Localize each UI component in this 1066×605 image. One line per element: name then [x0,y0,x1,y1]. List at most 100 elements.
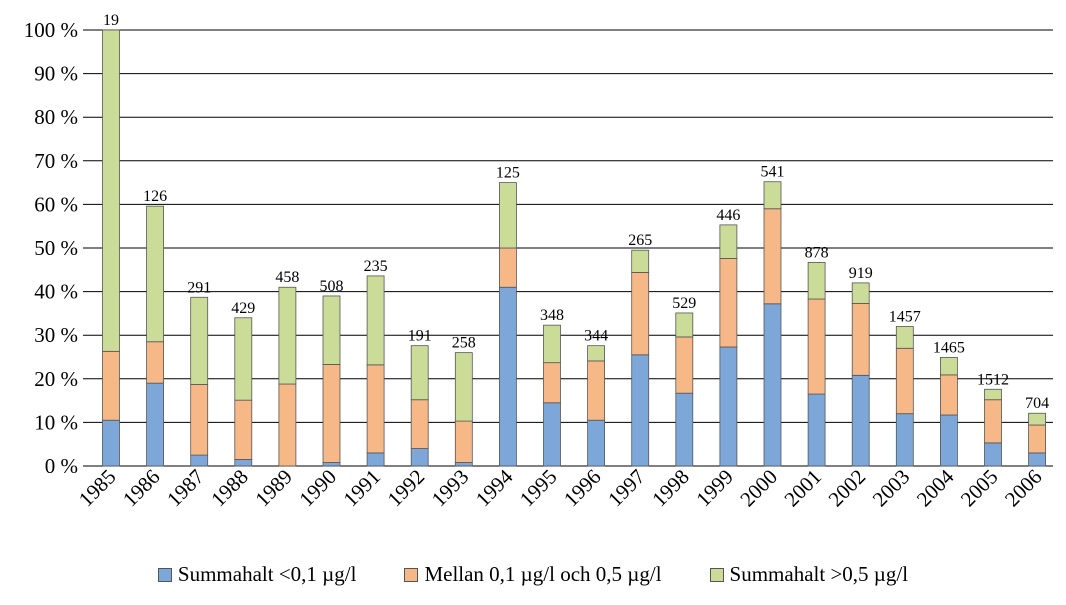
x-tick-label: 2005 [956,465,1003,512]
data-label: 541 [761,164,785,181]
bar-segment [366,364,385,454]
y-tick-label: 80 % [34,105,78,129]
bar-segment [587,345,605,362]
bar-segment [498,182,517,249]
y-tick-label: 10 % [34,410,78,434]
x-tick-label: 1988 [206,465,253,512]
bar-segment [940,374,958,416]
data-label: 458 [275,269,299,286]
bar-segment [102,350,120,421]
legend-item-series-0: Summahalt <0,1 µg/l [157,562,357,587]
data-label: 19 [103,12,119,29]
bar-segment [234,459,253,467]
legend-swatch-series-0 [157,567,172,582]
bar-segment [940,357,958,376]
legend-item-series-2: Summahalt >0,5 µg/l [709,562,908,587]
bar-segment [234,317,253,401]
bar-segment [234,399,253,460]
bar-segment [719,258,738,348]
bar-segment [190,454,209,467]
bar-segment [807,393,826,467]
data-label: 508 [320,278,344,295]
bar-segment [940,414,958,467]
legend-label-series-0: Summahalt <0,1 µg/l [177,562,357,586]
bar-segment [719,224,738,259]
legend-label-series-1: Mellan 0,1 µg/l och 0,5 µg/l [424,562,662,586]
bar-segment [190,384,209,456]
bar-segment [543,402,561,467]
data-label: 348 [540,307,564,324]
bar-segment [631,272,650,356]
data-label: 704 [1025,395,1049,412]
bar-segment [851,374,870,467]
x-tick-label: 1990 [294,465,341,512]
x-tick-label: 1998 [647,465,694,512]
x-tick-label: 1995 [515,465,562,512]
bar-segment [498,247,517,288]
x-tick-label: 2000 [735,465,782,512]
bar-segment [1028,424,1046,454]
data-label: 919 [849,265,873,282]
data-label: 1457 [889,308,921,325]
y-tick-label: 0 % [45,454,78,478]
bar-segment [587,360,605,421]
y-tick-label: 20 % [34,367,78,391]
data-label: 529 [672,295,696,312]
bar-segment [807,298,826,395]
bar-segment [631,354,650,467]
bar-segment [322,364,341,463]
data-label: 344 [584,328,608,345]
data-label: 265 [628,232,652,249]
legend-swatch-series-1 [404,567,419,582]
x-tick-label: 1999 [691,465,738,512]
bar-segment [102,29,120,352]
bar-segment [322,462,341,467]
bars [102,29,1046,467]
x-tick-label: 1985 [74,465,121,512]
x-tick-label: 2004 [912,464,959,511]
bar-segment [1028,412,1046,426]
bar-segment [410,345,429,401]
bar-segment [278,286,297,385]
x-tick-label: 2003 [868,465,915,512]
bar-segment [675,312,694,338]
bar-segment [454,420,473,463]
bar-segment [984,399,1002,444]
x-tick-label: 1996 [559,465,606,512]
x-tick-label: 2006 [1000,465,1047,512]
x-tick-label: 1991 [338,465,385,512]
bar-segment [146,341,165,384]
y-tick-label: 30 % [34,323,78,347]
x-tick-label: 2001 [779,465,826,512]
y-tick-label: 70 % [34,149,78,173]
bar-segment [190,296,209,385]
data-label: 258 [452,335,476,352]
y-tick-label: 40 % [34,280,78,304]
bar-segment [719,346,738,467]
data-label: 235 [364,258,388,275]
x-axis-tick-labels: 1985198619871988198919901991199219931994… [74,464,1047,511]
data-labels: 19 126 291 429 458 508 235 191 258 125 348 344 265 52… [103,12,1049,412]
bar-segment [631,249,650,273]
y-axis-tick-labels: 0 % 10 % 20 % 30 % 40 % 50 % 60 % 70 % 80 % 90 % 1… [24,18,78,478]
bar-segment [454,462,473,467]
bar-segment [322,295,341,365]
data-label: 1512 [977,371,1009,388]
bar-segment [895,347,914,415]
bar-segment [366,452,385,467]
bar-segment [543,362,561,404]
data-label: 125 [496,165,520,182]
x-tick-label: 1993 [427,465,474,512]
bar-segment [102,419,120,467]
bar-segment [763,208,782,305]
data-label: 1465 [933,339,965,356]
x-tick-label: 1994 [471,464,518,511]
data-label: 446 [716,207,740,224]
y-tick-label: 90 % [34,62,78,86]
bar-segment [454,352,473,422]
bar-segment [895,413,914,467]
bar-segment [498,286,517,467]
y-tick-label: 50 % [34,236,78,260]
legend-item-series-1: Mellan 0,1 µg/l och 0,5 µg/l [404,562,662,587]
x-tick-label: 1992 [383,465,430,512]
